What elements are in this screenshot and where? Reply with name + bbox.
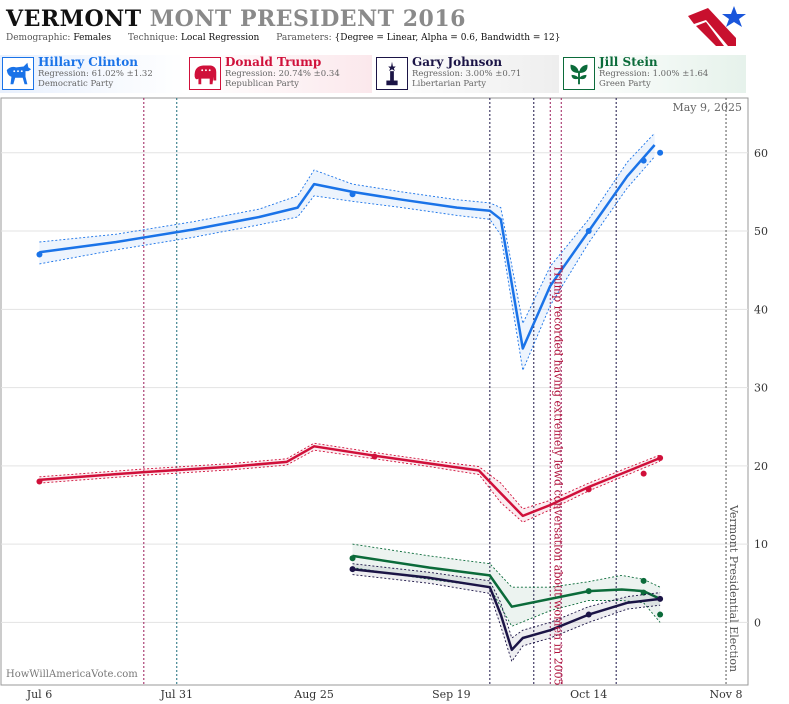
candidate-stein: Jill Stein Regression: 1.00% ±1.64 Green… [561,55,746,93]
candidate-party: Democratic Party [38,79,114,89]
lower-bound-line [39,156,655,373]
y-tick-label: 30 [754,382,768,395]
data-point [349,566,356,573]
candidate-name: Hillary Clinton [38,55,138,69]
date-stamp: May 9, 2025 [672,101,742,114]
confidence-band [39,443,661,523]
data-point [585,611,592,618]
data-point [640,577,647,584]
candidate-regression: Regression: 3.00% ±0.71 [412,69,522,79]
candidate-party: Republican Party [225,79,299,89]
x-tick-label: Aug 25 [293,688,334,701]
page-title: VERMONT MONT PRESIDENT 2016 [6,6,466,32]
technique-value: Local Regression [180,33,260,43]
candidate-name: Donald Trump [225,55,322,69]
y-tick-label: 20 [754,460,768,473]
y-tick-label: 0 [754,616,761,629]
parameters-value: {Degree = Linear, Alpha = 0.6, Bandwidth… [334,33,561,43]
title-rest: MONT PRESIDENT 2016 [149,6,466,32]
plant-icon [563,57,595,90]
donkey-icon [2,57,34,90]
data-point [585,228,592,235]
poll-chart: 0 10 20 30 40 50 60 Jul 6 Jul 31 Aug 25 Sep 19 Oct … [0,97,768,701]
y-tick-label: 50 [754,225,768,238]
candidate-clinton: Hillary Clinton Regression: 61.02% ±1.32… [0,55,185,93]
data-point [585,486,592,493]
series-line [352,554,661,608]
data-point [640,470,647,477]
data-point [585,588,592,595]
watermark: HowWillAmericaVote.com [6,669,138,680]
candidate-johnson: Gary Johnson Regression: 3.00% ±0.71 Lib… [374,55,559,93]
title-state: VERMONT [6,6,142,32]
event-annotation: Vermont Presidential Election [727,504,740,672]
event-annotation: Trump recorded having extremely lewd con… [551,265,564,686]
candidate-trump: Donald Trump Regression: 20.74% ±0.34 Re… [187,55,372,93]
candidate-regression: Regression: 61.02% ±1.32 [38,69,153,79]
data-point [371,453,378,460]
candidate-name: Gary Johnson [412,55,503,69]
data-point [349,191,356,198]
lower-bound-line [352,574,661,663]
data-point [36,478,43,485]
data-point [349,555,356,562]
y-tick-label: 10 [754,538,768,551]
x-tick-label: Jul 31 [160,688,194,701]
x-tick-label: Nov 8 [710,688,743,701]
site-logo-icon [688,6,746,46]
parameters-line: Demographic: Females Technique: Local Re… [6,33,574,43]
x-tick-label: Jul 6 [26,688,53,701]
elephant-icon [189,57,221,90]
candidate-party: Libertarian Party [412,79,487,89]
data-point [640,157,647,164]
series-line [39,144,656,350]
liberty-icon [376,57,408,90]
lower-bound-line [39,449,661,523]
candidate-legend: Hillary Clinton Regression: 61.02% ±1.32… [0,55,750,95]
data-point [657,595,664,602]
upper-bound-line [39,132,655,325]
x-tick-label: Sep 19 [432,688,471,701]
parameters-label: Parameters: [276,33,332,43]
candidate-regression: Regression: 20.74% ±0.34 [225,69,340,79]
demographic-value: Females [73,33,112,43]
candidate-regression: Regression: 1.00% ±1.64 [599,69,709,79]
confidence-band [352,544,661,627]
series-line [39,445,661,518]
series-line [352,567,661,652]
data-point [657,611,664,618]
x-tick-label: Oct 14 [570,688,607,701]
y-tick-label: 60 [754,147,768,160]
technique-label: Technique: [128,33,179,43]
upper-bound-line [39,442,661,510]
demographic-label: Demographic: [6,33,71,43]
y-tick-label: 40 [754,303,768,316]
data-point [36,251,43,258]
upper-bound-line [352,543,661,588]
candidate-name: Jill Stein [599,55,658,69]
candidate-party: Green Party [599,79,651,89]
data-point [657,455,664,462]
data-point [657,149,664,156]
